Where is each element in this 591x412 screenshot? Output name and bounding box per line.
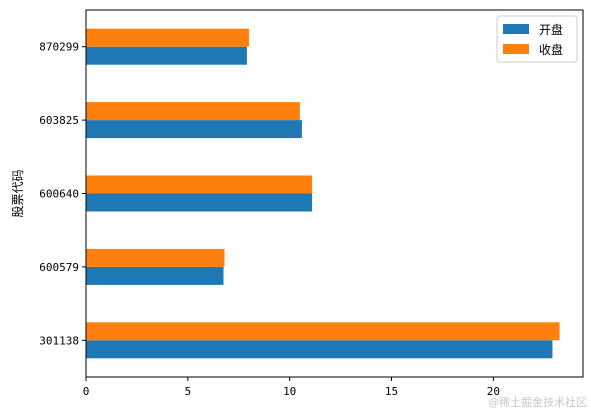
y-tick-label: 301138	[39, 334, 79, 347]
legend-swatch	[503, 44, 529, 54]
x-tick-label: 0	[83, 385, 90, 398]
watermark: @稀土掘金技术社区	[488, 395, 587, 409]
y-tick-label: 603825	[39, 114, 79, 127]
x-tick-label: 15	[385, 385, 398, 398]
bar-600640-series-1	[86, 175, 313, 194]
bar-870299-series-0	[86, 46, 247, 65]
x-tick-label: 10	[283, 385, 296, 398]
y-axis-ticks: 301138 600579 600640 603825 870299	[39, 41, 86, 347]
bars-group	[86, 28, 560, 359]
legend-label: 开盘	[539, 22, 563, 37]
y-tick-label: 600579	[39, 261, 79, 274]
bar-600579-series-1	[86, 248, 225, 267]
bar-603825-series-1	[86, 102, 300, 121]
y-axis-label: 股票代码	[11, 169, 25, 217]
bar-870299-series-1	[86, 28, 249, 47]
bar-301138-series-1	[86, 322, 560, 341]
bar-603825-series-0	[86, 120, 302, 139]
x-tick-label: 20	[487, 385, 500, 398]
bar-301138-series-0	[86, 340, 553, 359]
legend-label: 收盘	[539, 42, 563, 57]
y-tick-label: 870299	[39, 41, 79, 54]
legend-swatch	[503, 24, 529, 34]
bar-600579-series-0	[86, 266, 224, 285]
y-tick-label: 600640	[39, 188, 79, 201]
legend-box	[496, 15, 578, 63]
x-axis-ticks: 0 5 10 15 20	[83, 377, 500, 398]
bar-600640-series-0	[86, 193, 313, 212]
x-tick-label: 5	[185, 385, 192, 398]
